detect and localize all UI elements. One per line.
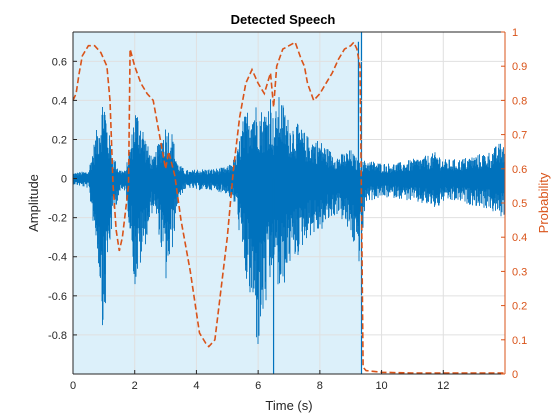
y-right-tick-label: 0.8 bbox=[512, 95, 527, 107]
y-left-tick-label: 0.4 bbox=[52, 95, 67, 107]
y-right-tick-label: 0.7 bbox=[512, 130, 527, 142]
y-left-tick-label: 0.6 bbox=[52, 56, 67, 68]
y-left-tick-label: -0.6 bbox=[48, 291, 67, 303]
y-left-tick-label: 0.2 bbox=[52, 134, 67, 146]
y-right-tick-label: 0.3 bbox=[512, 266, 527, 278]
y-right-ticks: 0 0.1 0.2 0.3 0.4 0.5 0.6 0.7 0.8 0.9 1 bbox=[501, 27, 527, 381]
x-tick-label: 10 bbox=[375, 380, 387, 392]
x-tick-label: 8 bbox=[317, 380, 323, 392]
y-axis-label-left: Amplitude bbox=[26, 174, 41, 232]
x-axis-label: Time (s) bbox=[265, 398, 312, 413]
y-right-tick-label: 0.1 bbox=[512, 335, 527, 347]
x-tick-label: 6 bbox=[255, 380, 261, 392]
y-right-tick-label: 0.2 bbox=[512, 301, 527, 313]
y-right-tick-label: 0.6 bbox=[512, 164, 527, 176]
x-ticks: 0 2 4 6 8 10 12 bbox=[70, 370, 449, 392]
y-left-tick-label: -0.4 bbox=[48, 252, 67, 264]
x-tick-label: 2 bbox=[132, 380, 138, 392]
probability-layer bbox=[72, 40, 505, 374]
y-left-tick-label: -0.8 bbox=[48, 330, 67, 342]
y-left-tick-label: 0 bbox=[61, 174, 67, 186]
y-right-tick-label: 0.9 bbox=[512, 61, 527, 73]
chart-title: Detected Speech bbox=[231, 12, 336, 27]
y-right-tick-label: 0 bbox=[512, 369, 518, 381]
y-right-tick-label: 0.4 bbox=[512, 232, 527, 244]
probability-line bbox=[72, 40, 505, 374]
y-left-ticks: -0.8 -0.6 -0.4 -0.2 0 0.2 0.4 0.6 bbox=[48, 56, 77, 342]
y-left-tick-label: -0.2 bbox=[48, 213, 67, 225]
y-right-tick-label: 1 bbox=[512, 27, 518, 39]
y-axis-label-right: Probability bbox=[536, 172, 551, 233]
x-tick-label: 12 bbox=[437, 380, 449, 392]
grid-layer bbox=[72, 32, 505, 374]
y-right-tick-label: 0.5 bbox=[512, 198, 527, 210]
x-tick-label: 0 bbox=[70, 380, 76, 392]
x-tick-label: 4 bbox=[193, 380, 199, 392]
